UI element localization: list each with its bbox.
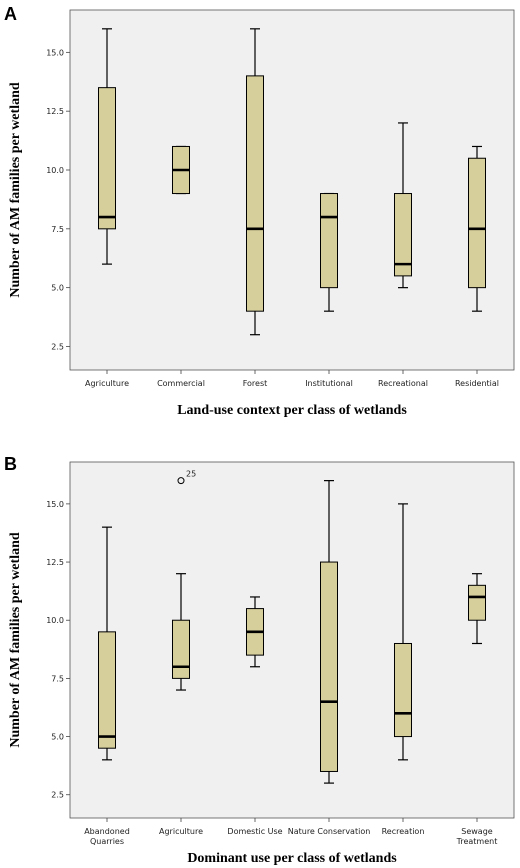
y-tick-label: 10.0 [46,616,64,625]
x-tick-label: Agriculture [85,379,129,388]
box-forest: Forest [243,28,268,388]
x-tick-label-line: Institutional [305,379,353,388]
iqr-box [394,642,412,738]
x-tick-label: Residential [455,379,499,388]
x-tick-label: Nature Conservation [288,827,371,836]
box-sewage-treatment: Sewage Treatment [456,573,498,846]
box-agriculture: Agriculture [159,573,203,836]
outlier-label: 25 [186,470,196,479]
iqr-box [98,87,116,230]
x-tick-label-line: Quarries [90,837,124,846]
x-tick-label-line: Commercial [157,379,205,388]
x-tick-label-line: Abandoned [84,827,130,836]
box-abandoned-quarries: Abandoned Quarries [84,526,130,846]
y-tick-label: 12.5 [46,558,64,567]
x-tick-label-line: Recreation [382,827,425,836]
outlier-point [177,477,185,485]
x-tick-label: Forest [243,379,268,388]
iqr-box [320,561,338,772]
x-tick-label-line: Agriculture [159,827,203,836]
iqr-box [320,193,338,289]
chart-panel-a: A 2.5 5.0 7.5 10.0 12.5 15.0 Number of AM famil… [4,4,515,418]
y-tick-label: 10.0 [46,166,64,175]
x-tick-label: Agriculture [159,827,203,836]
x-tick-label-line: Agriculture [85,379,129,388]
x-tick-label-line: Forest [243,379,268,388]
box-commercial: Commercial [157,145,205,388]
x-tick-label-line: Recreational [378,379,428,388]
x-tick-label: Sewage Treatment [456,827,498,846]
iqr-box [98,631,116,749]
y-tick-label: 2.5 [51,791,64,800]
y-tick-label: 12.5 [46,107,64,116]
x-tick-label-line: Domestic Use [227,827,282,836]
box-recreation: Recreation [382,503,425,836]
x-tick-label: Commercial [157,379,205,388]
box-domestic-use: Domestic Use [227,596,283,836]
y-axis-label: Number of AM families per wetland [8,82,23,298]
plot-area [69,9,515,371]
y-tick-label: 5.0 [51,284,64,293]
y-tick-label: 15.0 [46,500,64,509]
panel-label: A [4,4,17,24]
x-tick-label: Recreation [382,827,425,836]
x-tick-label-line: Residential [455,379,499,388]
panel-label: B [4,454,17,474]
box-institutional: Institutional [305,192,353,388]
plot-area [69,461,515,819]
box-recreational: Recreational [378,122,428,388]
x-tick-label: Recreational [378,379,428,388]
x-tick-label-line: Nature Conservation [288,827,371,836]
iqr-box [468,584,486,621]
x-axis-label: Dominant use per class of wetlands [187,851,397,866]
chart-panel-b: B 2.5 5.0 7.5 10.0 12.5 15.0 Number of AM famil… [4,454,515,866]
x-tick-label: Abandoned Quarries [84,827,130,846]
x-tick-label: Institutional [305,379,353,388]
box-residential: Residential [455,145,499,388]
iqr-box [246,75,264,312]
y-tick-label: 5.0 [51,733,64,742]
y-tick-label: 15.0 [46,48,64,57]
iqr-box [468,157,486,289]
iqr-box [394,193,412,277]
y-tick-label: 7.5 [51,674,64,683]
box-nature-conservation: Nature Conservation [288,480,371,836]
x-axis-label: Land-use context per class of wetlands [177,403,407,418]
y-axis-label: Number of AM families per wetland [8,532,23,748]
iqr-box [172,619,190,679]
x-tick-label-line: Sewage [461,827,493,836]
y-tick-label: 7.5 [51,225,64,234]
box-agriculture: Agriculture [85,28,129,388]
y-tick-label: 2.5 [51,342,64,351]
x-tick-label: Domestic Use [227,827,282,836]
x-tick-label-line: Treatment [456,837,498,846]
